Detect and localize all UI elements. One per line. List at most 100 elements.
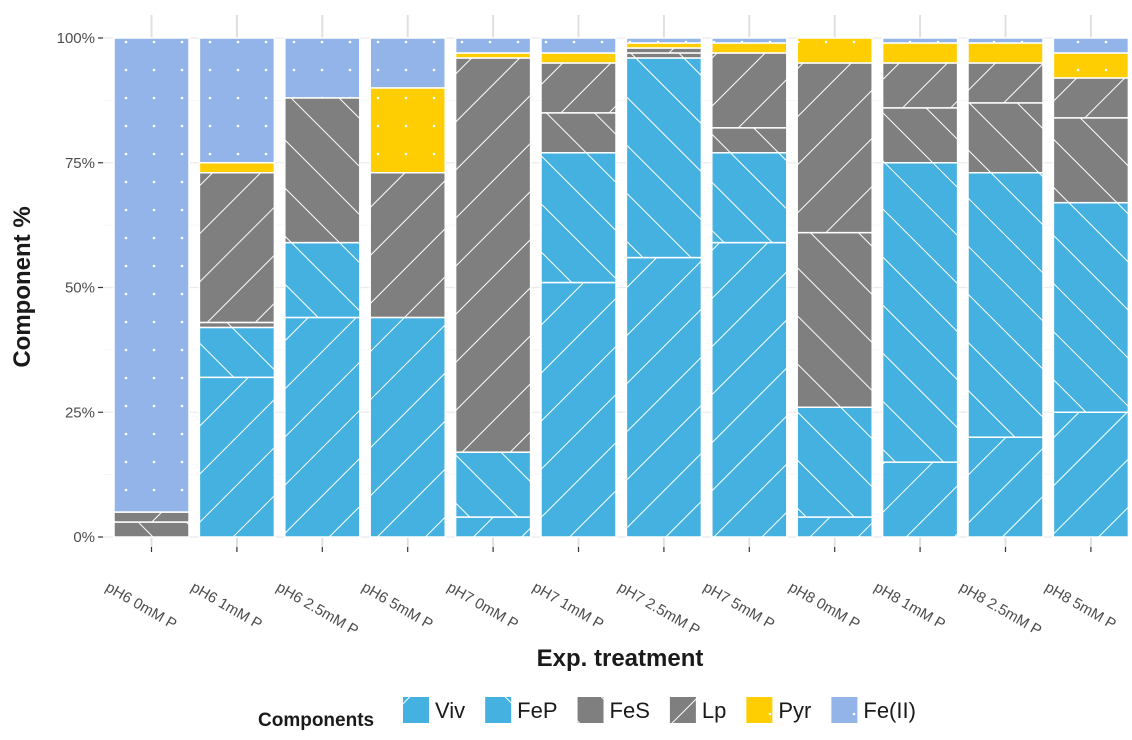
legend-key: [831, 697, 858, 723]
bar-segment: [796, 516, 873, 538]
legend-key: [669, 697, 696, 723]
bar-stack: [625, 37, 703, 538]
bar-segment: [540, 112, 617, 154]
bar-segment: [967, 37, 1044, 44]
legend-label: Lp: [702, 698, 726, 723]
x-tick-label: pH8 5mM P: [1042, 579, 1119, 633]
bar-segment: [198, 37, 276, 164]
bar-stack: [796, 37, 873, 538]
legend-item: Fe(II): [831, 697, 916, 723]
bar-segment: [284, 37, 361, 99]
legend-key: [485, 697, 512, 723]
bar-segment: [881, 461, 959, 538]
bar-segment: [711, 37, 788, 44]
bar-segment: [1052, 411, 1130, 538]
x-axis-title: Exp. treatment: [537, 645, 704, 672]
bar-segment: [1052, 37, 1130, 54]
bars: [113, 37, 1130, 538]
bar-segment: [540, 152, 617, 284]
bar-stack: [967, 37, 1044, 538]
bar-segment: [1052, 201, 1130, 413]
bar-segment: [113, 511, 190, 523]
bar-segment: [454, 451, 532, 518]
bar-segment: [625, 57, 703, 259]
bar-segment: [967, 436, 1044, 538]
legend-item: FeS: [577, 697, 650, 723]
x-tick-label: pH8 1mM P: [871, 579, 948, 633]
bar-stack: [369, 37, 446, 538]
bar-segment: [967, 42, 1044, 64]
bar-segment: [967, 62, 1044, 104]
bar-segment: [113, 521, 190, 538]
bar-segment: [369, 37, 446, 89]
bar-segment: [881, 42, 959, 64]
bar-segment: [540, 52, 617, 64]
legend-key: [746, 697, 773, 723]
x-tick-label: pH7 5mM P: [700, 579, 777, 633]
bar-stack: [540, 37, 617, 538]
bar-segment: [369, 87, 446, 174]
y-tick-label: 100%: [57, 30, 95, 47]
bar-segment: [625, 256, 703, 538]
bar-segment: [198, 162, 276, 174]
bar-stack: [1052, 37, 1130, 538]
legend-title: Components: [258, 710, 374, 731]
bar-segment: [454, 516, 532, 538]
legend-item: Lp: [669, 697, 726, 723]
bar-segment: [198, 326, 276, 379]
bar-stack: [284, 37, 361, 538]
x-tick-label: pH7 0mM P: [444, 579, 521, 633]
bar-segment: [967, 171, 1044, 438]
bar-segment: [625, 37, 703, 44]
x-tick-label: pH6 5mM P: [359, 579, 436, 633]
bar-segment: [967, 102, 1044, 174]
bar-segment: [284, 241, 361, 319]
bar-segment: [540, 281, 617, 538]
bar-segment: [881, 162, 959, 463]
x-tick-label: pH7 1mM P: [530, 579, 607, 633]
bar-segment: [796, 231, 873, 409]
x-tick-label: pH7 2.5mM P: [615, 579, 703, 640]
y-axis-title: Component %: [9, 206, 36, 367]
bar-stack: [113, 37, 190, 538]
bar-stack: [198, 37, 276, 538]
x-tick-label: pH6 1mM P: [188, 579, 265, 633]
x-tick-label: pH6 2.5mM P: [273, 579, 361, 640]
legend-label: FeP: [517, 698, 557, 723]
x-tick-label: pH8 2.5mM P: [957, 579, 1045, 640]
bar-segment: [369, 316, 446, 538]
bar-segment: [711, 52, 788, 129]
legend-item: Viv: [403, 697, 465, 723]
bar-segment: [881, 37, 959, 44]
bar-segment: [881, 62, 959, 109]
bar-stack: [881, 37, 959, 538]
bar-segment: [711, 241, 788, 538]
legend: Components Viv FeP FeS Lp Pyr Fe(II): [258, 697, 916, 731]
x-tick-label: pH6 0mM P: [103, 579, 180, 633]
bar-segment: [198, 376, 276, 538]
bar-segment: [113, 37, 190, 513]
legend-key: [577, 697, 604, 723]
bar-segment: [454, 37, 532, 54]
legend-item: FeP: [485, 697, 558, 723]
y-tick-label: 0%: [73, 529, 95, 546]
bar-segment: [198, 171, 276, 324]
bar-segment: [284, 316, 361, 538]
x-tick-label: pH8 0mM P: [786, 579, 863, 633]
bar-segment: [881, 107, 959, 164]
legend-label: Viv: [435, 698, 465, 723]
bar-segment: [454, 57, 532, 453]
y-tick-label: 75%: [65, 155, 95, 172]
bar-stack: [711, 37, 788, 538]
bar-segment: [796, 37, 873, 64]
y-tick-label: 50%: [65, 280, 95, 297]
bar-segment: [796, 406, 873, 518]
bar-segment: [540, 62, 617, 114]
bar-segment: [711, 127, 788, 154]
y-tick-label: 25%: [65, 404, 95, 421]
legend-label: Pyr: [778, 698, 811, 723]
bar-segment: [711, 42, 788, 54]
bar-segment: [369, 171, 446, 319]
